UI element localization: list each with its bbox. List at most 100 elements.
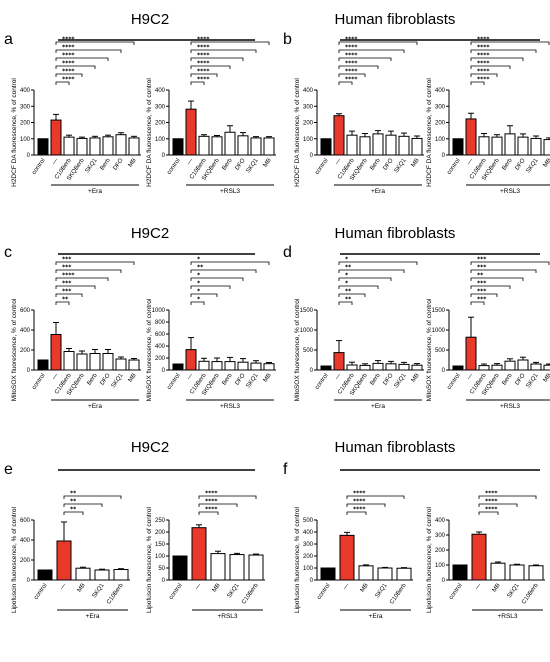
- bar-C10Berb: [346, 134, 358, 156]
- x-tick-label: DFO: [514, 372, 526, 386]
- significance-bracket: [55, 293, 83, 297]
- bar-SKQ1: [509, 564, 525, 581]
- significance-stars: *: [345, 272, 349, 279]
- significance-bracket: [338, 277, 392, 281]
- y-tick-label: 50: [158, 566, 165, 572]
- x-tick-label: Berb: [369, 157, 382, 171]
- bar-C10Berb: [528, 565, 544, 581]
- x-tick-label: Berb: [221, 372, 234, 386]
- significance-stars: ****: [345, 68, 358, 75]
- y-tick-label: 0: [310, 368, 314, 374]
- y-axis-label: Lipofuscin fluorescence, % of control: [11, 507, 18, 613]
- bar-untreated: [465, 336, 477, 371]
- y-tick-label: 400: [155, 344, 166, 350]
- y-axis-label: MitoSOX fluorescence, % of control: [294, 298, 301, 401]
- significance-stars: *: [197, 280, 201, 287]
- bar-control: [320, 567, 336, 581]
- significance-stars: ****: [477, 44, 490, 51]
- y-axis-label: H2DCF DA fluorescence, % of control: [146, 78, 153, 187]
- bar-SKQBerb: [491, 136, 503, 156]
- y-tick-label: 400: [303, 530, 314, 536]
- bar-Berb: [504, 133, 516, 156]
- y-tick-label: 400: [155, 88, 166, 94]
- significance-bracket: [55, 301, 70, 305]
- x-tick-label: Berb: [221, 157, 234, 171]
- significance-stars: ****: [62, 44, 75, 51]
- panel-title-b: Human fibroblasts: [335, 11, 456, 28]
- group-label: +Era: [88, 188, 102, 195]
- significance-bracket: [338, 41, 418, 45]
- x-tick-label: MB: [411, 158, 421, 169]
- y-axis-label: H2DCF DA fluorescence, % of control: [294, 78, 301, 187]
- x-tick-label: control: [446, 373, 461, 391]
- bar-MB: [543, 364, 550, 371]
- significance-stars: ***: [62, 256, 72, 263]
- y-tick-label: 150: [155, 542, 166, 548]
- bar-control: [172, 363, 184, 371]
- significance-stars: ***: [477, 288, 487, 295]
- bar-C10Berb: [63, 136, 75, 156]
- y-tick-label: 300: [303, 542, 314, 548]
- bar-untreated: [185, 108, 197, 156]
- bar-untreated: [56, 540, 72, 581]
- bar-SKQBerb: [76, 353, 88, 371]
- bar-untreated: [471, 533, 487, 581]
- bar-DFO: [115, 134, 127, 156]
- y-tick-label: 500: [303, 348, 314, 354]
- y-tick-label: 250: [155, 518, 166, 524]
- x-tick-label: DFO: [382, 157, 394, 171]
- significance-stars: ***: [477, 296, 487, 303]
- significance-bracket: [478, 511, 499, 515]
- x-tick-label: —: [194, 583, 202, 591]
- bar-SKQ1: [377, 567, 393, 581]
- y-tick-label: 200: [303, 554, 314, 560]
- y-tick-label: 300: [155, 104, 166, 110]
- bar-MB: [543, 139, 550, 156]
- significance-stars: ****: [62, 272, 75, 279]
- significance-bracket: [55, 73, 83, 77]
- significance-stars: ****: [345, 36, 358, 43]
- x-tick-label: SKQ1: [375, 582, 389, 599]
- bar-control: [172, 555, 188, 581]
- significance-bracket: [470, 269, 537, 273]
- bar-Berb: [224, 361, 236, 371]
- bar-Berb: [224, 131, 236, 156]
- bar-SKQ1: [115, 358, 127, 371]
- significance-stars: ****: [477, 60, 490, 67]
- significance-stars: **: [70, 498, 77, 505]
- bar-MB: [128, 137, 140, 156]
- y-tick-label: 1500: [300, 308, 314, 314]
- y-tick-label: 600: [20, 518, 31, 524]
- significance-bracket: [338, 269, 405, 273]
- x-tick-label: Berb: [99, 157, 112, 171]
- bar-MB: [411, 364, 423, 371]
- significance-stars: ****: [197, 60, 210, 67]
- group-label: +RSL3: [500, 403, 520, 410]
- bar-MB: [128, 359, 140, 371]
- significance-bracket: [190, 293, 218, 297]
- bar-untreated: [185, 349, 197, 371]
- y-tick-label: 300: [435, 104, 446, 110]
- group-label: +RSL3: [217, 613, 237, 620]
- y-tick-label: 400: [20, 538, 31, 544]
- x-tick-label: SKQ1: [92, 582, 106, 599]
- significance-stars: *: [197, 272, 201, 279]
- significance-stars: ****: [62, 68, 75, 75]
- x-tick-label: DFO: [234, 157, 246, 171]
- significance-stars: ****: [62, 76, 75, 83]
- panel-label-f: f: [283, 461, 288, 478]
- significance-stars: ****: [485, 498, 498, 505]
- group-label: +Era: [88, 403, 102, 410]
- x-tick-label: control: [166, 373, 181, 391]
- bar-untreated: [333, 115, 345, 156]
- x-tick-label: MB: [77, 583, 87, 594]
- y-tick-label: 0: [442, 153, 446, 159]
- y-tick-label: 100: [435, 563, 446, 569]
- significance-bracket: [55, 269, 122, 273]
- significance-stars: ****: [485, 490, 498, 497]
- bar-SKQ1: [250, 362, 262, 371]
- significance-stars: **: [345, 296, 352, 303]
- bar-SKQ1: [530, 363, 542, 371]
- y-tick-label: 0: [27, 578, 31, 584]
